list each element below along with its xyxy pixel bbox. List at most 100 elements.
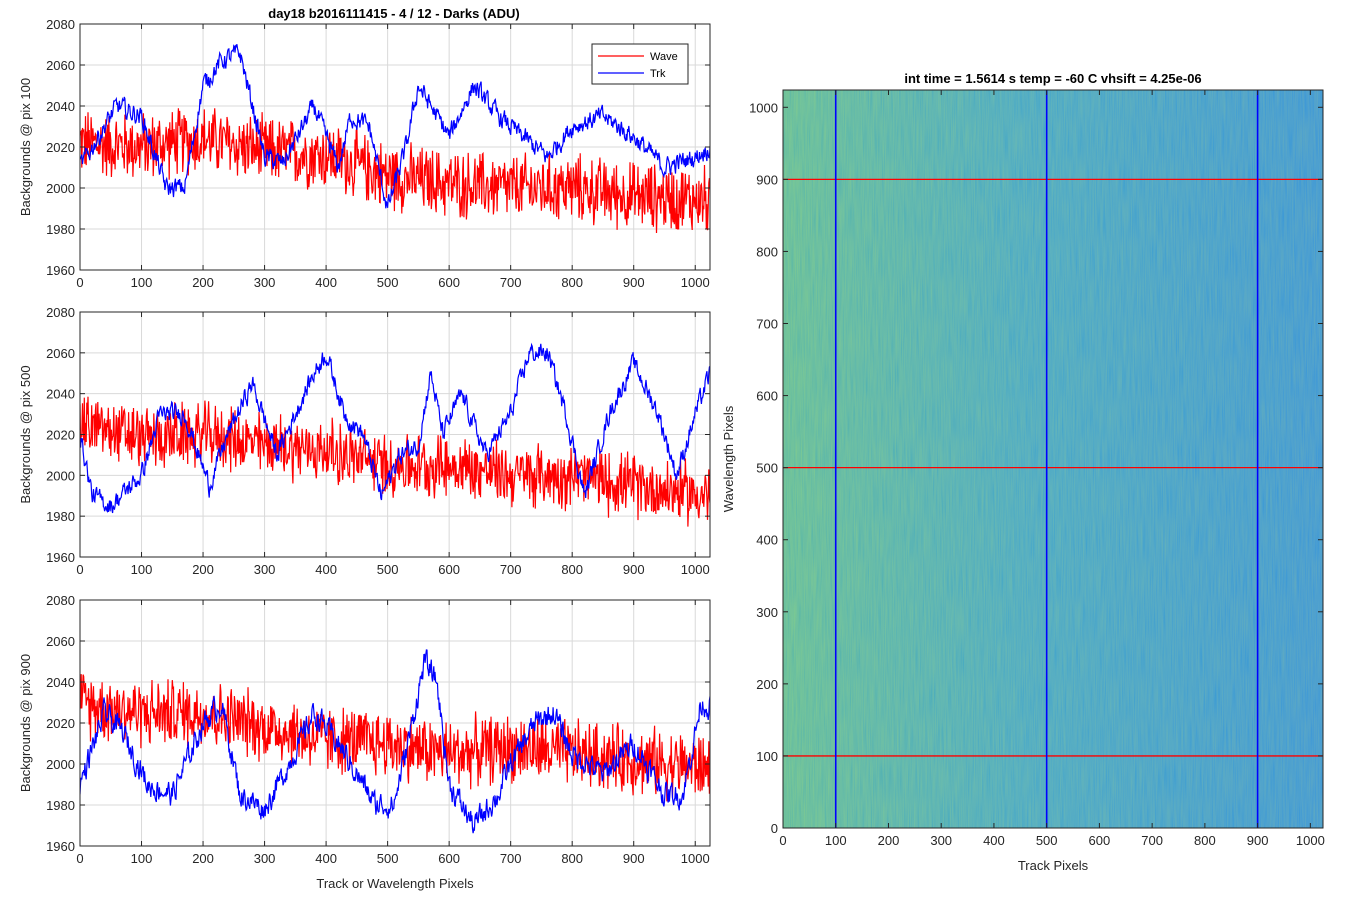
x-tick-label: 900 <box>623 851 645 866</box>
x-tick-label: 500 <box>377 275 399 290</box>
x-tick-label: 300 <box>254 851 276 866</box>
heatmap-texture <box>783 90 1323 828</box>
x-tick-label: 0 <box>76 851 83 866</box>
heatmap-title: int time = 1.5614 s temp = -60 C vhsift … <box>904 71 1201 86</box>
legend-label: Wave <box>650 51 678 63</box>
y-tick-label: 2040 <box>46 675 75 690</box>
x-tick-label: 0 <box>779 833 786 848</box>
y-axis-label: Backgrounds @ pix 100 <box>18 78 33 216</box>
x-tick-label: 0 <box>76 275 83 290</box>
x-tick-label: 400 <box>315 562 337 577</box>
y-tick-label: 2020 <box>46 428 75 443</box>
x-tick-label: 0 <box>76 562 83 577</box>
figure-title: day18 b2016111415 - 4 / 12 - Darks (ADU) <box>268 6 519 21</box>
y-tick-label: 2000 <box>46 181 75 196</box>
x-tick-label: 1000 <box>681 562 710 577</box>
x-tick-label: 300 <box>930 833 952 848</box>
y-tick-label: 2080 <box>46 17 75 32</box>
x-tick-label: 600 <box>1089 833 1111 848</box>
y-tick-label: 2080 <box>46 305 75 320</box>
y-tick-label: 500 <box>756 461 778 476</box>
x-tick-label: 300 <box>254 275 276 290</box>
x-tick-label: 900 <box>623 275 645 290</box>
x-tick-label: 1000 <box>681 851 710 866</box>
legend-label: Trk <box>650 68 666 80</box>
x-tick-label: 100 <box>131 275 153 290</box>
y-tick-label: 2020 <box>46 716 75 731</box>
y-tick-label: 2000 <box>46 468 75 483</box>
x-tick-label: 1000 <box>681 275 710 290</box>
x-axis-label: Track Pixels <box>1018 858 1089 873</box>
legend-box <box>591 43 689 85</box>
x-tick-label: 300 <box>254 562 276 577</box>
y-tick-label: 2000 <box>46 757 75 772</box>
x-tick-label: 200 <box>192 562 214 577</box>
chart-1: 0 100 200 300 400 500 600 700 800 900 1000 1960 1980… <box>18 17 711 290</box>
series-line-trk <box>80 342 710 514</box>
x-tick-label: 800 <box>561 562 583 577</box>
legend: Wave Trk <box>591 43 689 85</box>
y-tick-label: 2060 <box>46 58 75 73</box>
x-tick-label: 100 <box>825 833 847 848</box>
x-tick-label: 700 <box>500 562 522 577</box>
chart-2: 0 100 200 300 400 500 600 700 800 900 1000 1960 1980… <box>18 305 711 577</box>
plots: 0 100 200 300 400 500 600 700 800 900 100019601980… <box>18 17 1325 891</box>
x-tick-label: 200 <box>192 851 214 866</box>
x-tick-label: 600 <box>438 562 460 577</box>
x-tick-label: 500 <box>377 851 399 866</box>
y-axis-label: Wavelength Pixels <box>721 405 736 512</box>
x-tick-label: 800 <box>1194 833 1216 848</box>
x-tick-label: 500 <box>377 562 399 577</box>
y-tick-label: 2080 <box>46 593 75 608</box>
y-tick-label: 600 <box>756 389 778 404</box>
y-tick-label: 700 <box>756 317 778 332</box>
y-tick-label: 900 <box>756 172 778 187</box>
x-tick-label: 700 <box>500 851 522 866</box>
y-tick-label: 0 <box>771 821 778 836</box>
y-tick-label: 2060 <box>46 346 75 361</box>
x-tick-label: 900 <box>623 562 645 577</box>
x-tick-label: 700 <box>500 275 522 290</box>
y-tick-label: 2020 <box>46 140 75 155</box>
chart-4: 0 100 200 300 400 500 600 700 800 900 1000 0 100 200 3… <box>721 71 1325 873</box>
y-tick-label: 300 <box>756 605 778 620</box>
x-tick-label: 400 <box>315 275 337 290</box>
x-tick-label: 200 <box>192 275 214 290</box>
y-tick-label: 1980 <box>46 509 75 524</box>
y-tick-label: 1980 <box>46 798 75 813</box>
y-axis-label: Backgrounds @ pix 500 <box>18 365 33 503</box>
y-tick-label: 1000 <box>749 100 778 115</box>
x-tick-label: 600 <box>438 275 460 290</box>
y-tick-label: 200 <box>756 677 778 692</box>
series-line-wave <box>80 108 710 234</box>
x-tick-label: 600 <box>438 851 460 866</box>
x-tick-label: 700 <box>1141 833 1163 848</box>
x-tick-label: 800 <box>561 851 583 866</box>
y-tick-label: 800 <box>756 244 778 259</box>
x-axis-label: Track or Wavelength Pixels <box>316 876 474 891</box>
y-axis-label: Backgrounds @ pix 900 <box>18 654 33 792</box>
y-tick-label: 1960 <box>46 839 75 854</box>
x-tick-label: 400 <box>315 851 337 866</box>
chart-3: 0 100 200 300 400 500 600 700 800 900 1000 1960 1980… <box>18 593 711 891</box>
y-tick-label: 2040 <box>46 99 75 114</box>
series-line-trk <box>80 44 710 209</box>
x-tick-label: 800 <box>561 275 583 290</box>
x-tick-label: 100 <box>131 562 153 577</box>
y-tick-label: 1980 <box>46 222 75 237</box>
x-tick-label: 900 <box>1247 833 1269 848</box>
x-tick-label: 100 <box>131 851 153 866</box>
y-tick-label: 2060 <box>46 634 75 649</box>
x-tick-label: 400 <box>983 833 1005 848</box>
series-line-wave <box>80 396 710 527</box>
axes-frame <box>782 89 1324 829</box>
x-tick-label: 1000 <box>1296 833 1325 848</box>
x-tick-label: 200 <box>878 833 900 848</box>
y-tick-label: 2040 <box>46 387 75 402</box>
y-tick-label: 100 <box>756 749 778 764</box>
y-tick-label: 1960 <box>46 263 75 278</box>
y-tick-label: 1960 <box>46 550 75 565</box>
x-tick-label: 500 <box>1036 833 1058 848</box>
y-tick-label: 400 <box>756 533 778 548</box>
